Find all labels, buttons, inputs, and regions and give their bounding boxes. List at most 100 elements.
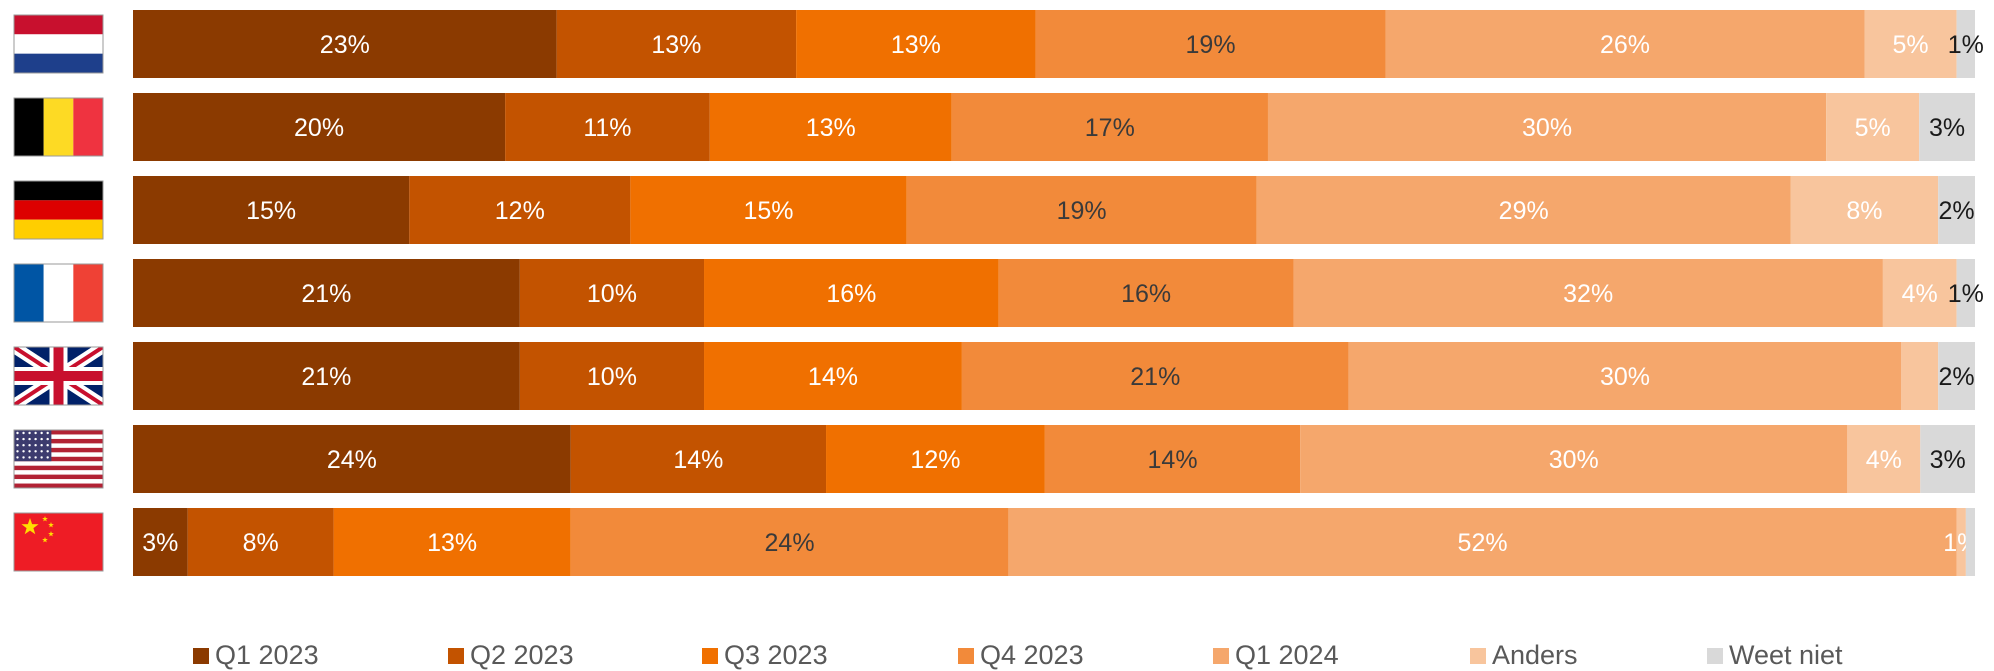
bar-segment [1385, 10, 1865, 78]
bar-segment [951, 93, 1268, 161]
stacked-bar-chart: 23% 13% 13% 19% 26% 5% 1% 20% 11% 13% 17% 30% 5% 3% 15… [13, 10, 1984, 576]
bar-segment [826, 425, 1045, 493]
bar-segment [1790, 176, 1939, 244]
data-label: 17% [1085, 114, 1135, 142]
data-label: 15% [743, 197, 793, 225]
legend-item: Q1 2024 [1213, 640, 1339, 671]
data-label: 19% [1057, 197, 1107, 225]
bar-segment [1256, 176, 1791, 244]
legend-swatch [1470, 647, 1486, 664]
legend-item: Anders [1470, 640, 1578, 671]
data-label: 16% [1121, 280, 1171, 308]
data-label: 29% [1499, 197, 1549, 225]
data-label: 10% [587, 363, 637, 391]
bar-segment [505, 93, 710, 161]
bar-segment [1938, 342, 1975, 410]
legend-label: Q1 2023 [215, 640, 319, 670]
data-label: 4% [1902, 280, 1938, 308]
bar-segment [1920, 425, 1975, 493]
bar-segment [1965, 508, 1975, 576]
bar-segment [133, 259, 520, 327]
legend-item: Q4 2023 [958, 640, 1084, 671]
bar-segment [704, 342, 962, 410]
bar-segment [133, 425, 571, 493]
data-label: 14% [1148, 446, 1198, 474]
data-label: 23% [320, 31, 370, 59]
data-label: 13% [651, 31, 701, 59]
bar-segment [1938, 176, 1975, 244]
data-label: 14% [673, 446, 723, 474]
bar-segment [1348, 342, 1902, 410]
bar-segment [1267, 93, 1827, 161]
bar-segment [519, 342, 705, 410]
data-label: 2% [1939, 197, 1975, 225]
legend-label: Q1 2024 [1235, 640, 1339, 670]
legend-label: Weet niet [1729, 640, 1843, 670]
bar-segment [409, 176, 631, 244]
france-flag [13, 263, 104, 323]
bar-segment [133, 342, 520, 410]
bar-segment [906, 176, 1257, 244]
data-label: 3% [142, 529, 178, 557]
bar-segment [333, 508, 571, 576]
united-states-flag [13, 429, 104, 489]
bar-segment [1882, 259, 1957, 327]
data-label: 1% [1948, 280, 1984, 308]
data-label: 32% [1563, 280, 1613, 308]
bar-segment [796, 10, 1036, 78]
bar-segment [630, 176, 907, 244]
bar-segment [556, 10, 797, 78]
legend-swatch [958, 647, 974, 664]
data-label: 1% [1948, 31, 1984, 59]
data-label: 14% [808, 363, 858, 391]
bar-segment [998, 259, 1294, 327]
data-label: 20% [294, 114, 344, 142]
legend-item: Weet niet [1707, 640, 1843, 671]
legend-item: Q3 2023 [702, 640, 828, 671]
legend-label: Q4 2023 [980, 640, 1084, 670]
data-label: 4% [1866, 446, 1902, 474]
data-label: 30% [1600, 363, 1650, 391]
legend-item: Q1 2023 [193, 640, 319, 671]
data-label: 3% [1930, 446, 1966, 474]
legend-label: Anders [1492, 640, 1578, 670]
bar-segment [1847, 425, 1921, 493]
legend-item: Q2 2023 [448, 640, 574, 671]
data-label: 26% [1600, 31, 1650, 59]
bar-segment [1035, 10, 1386, 78]
bar-segment [1956, 259, 1975, 327]
data-label: 5% [1892, 31, 1928, 59]
bar-segment [133, 508, 188, 576]
legend-swatch [193, 647, 209, 664]
legend-swatch [448, 647, 464, 664]
bar-segment [961, 342, 1349, 410]
legend-swatch [702, 647, 718, 664]
data-label: 11% [583, 114, 631, 142]
data-label: 24% [765, 529, 815, 557]
data-label: 12% [495, 197, 545, 225]
bar-segment [1826, 93, 1920, 161]
bar-segment [187, 508, 334, 576]
legend-swatch [1707, 647, 1723, 664]
bar-segment [1956, 10, 1975, 78]
bar-segment [519, 259, 705, 327]
legend-label: Q2 2023 [470, 640, 574, 670]
bar-segment [133, 93, 506, 161]
data-label: 10% [587, 280, 637, 308]
data-label: 16% [826, 280, 876, 308]
bar-segment [1864, 10, 1957, 78]
bar-segment [133, 10, 557, 78]
data-label: 12% [910, 446, 960, 474]
bar-segment [704, 259, 999, 327]
legend-swatch [1213, 647, 1229, 664]
data-label: 13% [891, 31, 941, 59]
legend-label: Q3 2023 [724, 640, 828, 670]
data-label: 21% [301, 280, 351, 308]
bar-segment [1293, 259, 1883, 327]
data-label: 19% [1186, 31, 1236, 59]
data-label: 5% [1855, 114, 1891, 142]
germany-flag [13, 180, 104, 240]
bar-segment [1956, 508, 1966, 576]
bar-segment [1300, 425, 1848, 493]
bar-segment [709, 93, 952, 161]
